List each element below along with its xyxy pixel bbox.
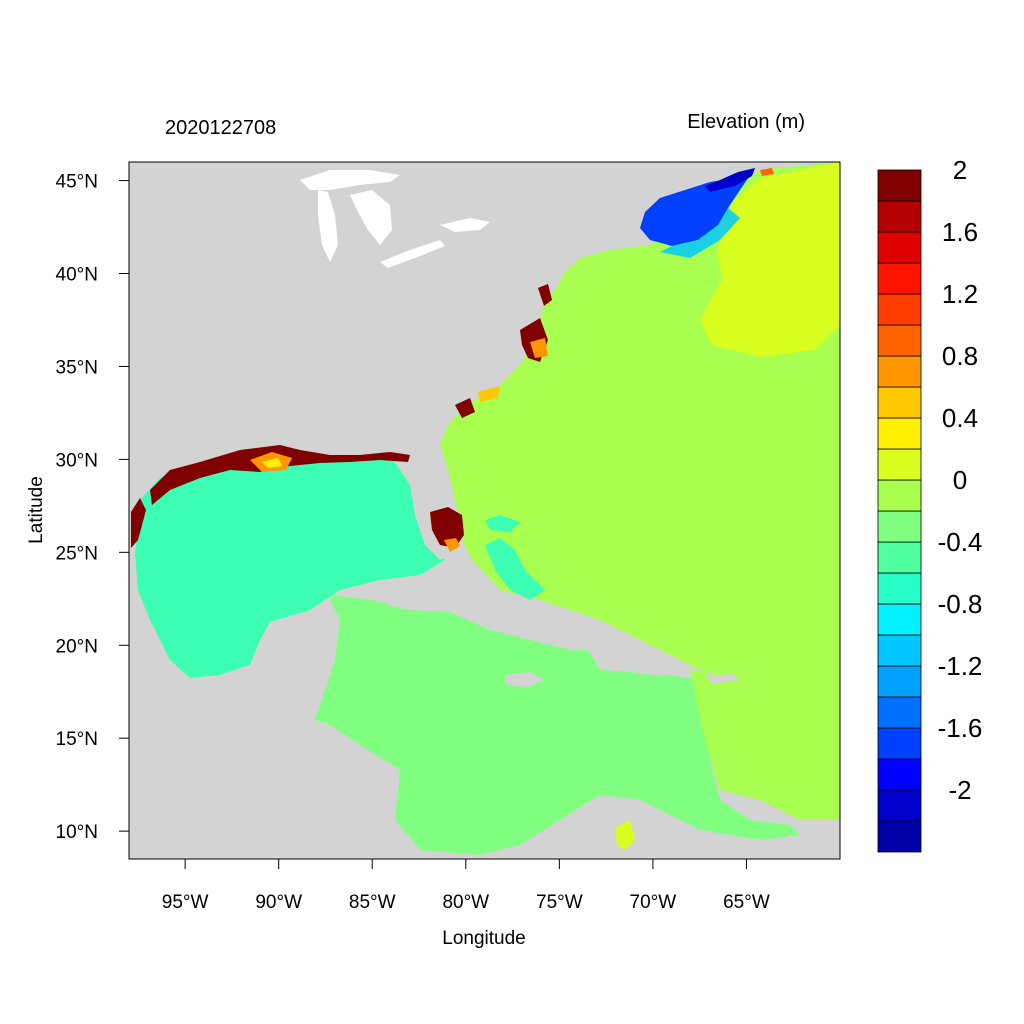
gulf-coast-surge	[150, 445, 410, 505]
south-america-land	[480, 795, 840, 859]
colorbar-swatch	[877, 386, 922, 419]
lake-superior	[300, 170, 400, 190]
lon-tick-label: 80°W	[442, 892, 489, 913]
colorbar	[877, 169, 922, 853]
colorbar-swatch	[877, 696, 922, 729]
colorbar-swatch	[877, 541, 922, 574]
lat-tick-label: 10°N	[56, 822, 98, 843]
georgia-coast-surge	[455, 398, 475, 418]
eastern-caribbean	[690, 670, 840, 820]
colorbar-swatch	[877, 789, 922, 822]
colorbar-label: 1.2	[942, 279, 978, 309]
colorbar-label: -0.8	[938, 589, 983, 619]
colorbar-labels: -2 -1.6 -1.2 -0.8 -0.4 0 0.4 0.8 1.2 1.6 2	[938, 155, 983, 805]
hispaniola-land	[590, 645, 690, 676]
south-florida-surge	[430, 507, 464, 548]
lat-tick-label: 25°N	[56, 543, 98, 564]
georgia-coast-orange	[478, 386, 500, 402]
northeast-offshore	[700, 162, 840, 357]
lon-tick-label: 70°W	[630, 892, 677, 913]
jamaica-land	[505, 672, 545, 688]
colorbar-label: -1.2	[938, 651, 983, 681]
colorbar-swatch	[877, 665, 922, 698]
lake-michigan	[318, 190, 338, 262]
caribbean-sea	[315, 595, 800, 855]
colorbar-swatch	[877, 324, 922, 357]
map-frame	[128, 161, 841, 860]
colorbar-swatch	[877, 355, 922, 388]
colorbar-swatch	[877, 510, 922, 543]
louisiana-surge-yellow	[262, 458, 282, 468]
colorbar-swatch	[877, 572, 922, 605]
gulf-of-maine-edge	[660, 208, 740, 258]
colorbar-label: -1.6	[938, 713, 983, 743]
colorbar-swatch	[877, 603, 922, 636]
longitude-axis: 95°W 90°W 85°W 80°W 75°W 70°W 65°W	[162, 859, 770, 913]
lon-tick-label: 65°W	[723, 892, 770, 913]
latitude-axis: 10°N 15°N 20°N 25°N 30°N 35°N 40°N 45°N	[56, 172, 129, 843]
lat-tick-label: 40°N	[56, 265, 98, 286]
puerto-rico-land	[705, 674, 740, 684]
x-axis-label: Longitude	[442, 928, 525, 949]
gulf-of-mexico	[135, 455, 445, 678]
colorbar-label: 2	[953, 155, 967, 185]
colorbar-label: 0.8	[942, 341, 978, 371]
texas-coast-surge	[131, 498, 146, 548]
colorbar-swatch	[877, 169, 922, 202]
colorbar-swatch	[877, 262, 922, 295]
carolina-surge-orange	[530, 338, 548, 358]
lake-ontario	[440, 218, 490, 232]
maracaibo-basin	[615, 820, 635, 850]
lake-erie	[380, 240, 445, 268]
florida-surge-orange	[444, 538, 460, 552]
colorbar-swatch	[877, 231, 922, 264]
colorbar-label: 1.6	[942, 217, 978, 247]
date-title: 2020122708	[165, 117, 276, 139]
colorbar-swatch	[877, 758, 922, 791]
colorbar-swatch	[877, 448, 922, 481]
lat-tick-label: 20°N	[56, 636, 98, 657]
maritime-surge	[760, 168, 774, 176]
cuba-land	[385, 592, 600, 650]
lat-tick-label: 30°N	[56, 450, 98, 471]
colorbar-swatch	[877, 417, 922, 450]
colorbar-swatch	[877, 727, 922, 760]
lat-tick-label: 45°N	[56, 172, 98, 193]
lon-tick-label: 85°W	[349, 892, 396, 913]
colorbar-swatch	[877, 479, 922, 512]
yucatan-land	[190, 600, 340, 740]
colorbar-swatch	[877, 200, 922, 233]
lake-huron	[350, 190, 392, 245]
bahamas-banks	[485, 538, 545, 600]
y-axis-label: Latitude	[26, 476, 47, 544]
bahamas-banks-north	[485, 515, 520, 532]
lon-tick-label: 75°W	[536, 892, 583, 913]
gulf-of-maine-core	[705, 168, 755, 192]
map-panel	[129, 162, 840, 859]
chesapeake-surge	[538, 284, 552, 306]
variable-title: Elevation (m)	[687, 111, 805, 133]
lat-tick-label: 15°N	[56, 729, 98, 750]
lon-tick-label: 95°W	[162, 892, 209, 913]
colorbar-label: -0.4	[938, 527, 983, 557]
colorbar-swatch	[877, 293, 922, 326]
lon-tick-label: 90°W	[255, 892, 302, 913]
colorbar-swatch	[877, 820, 922, 853]
colorbar-label: 0	[953, 465, 967, 495]
colorbar-swatch	[877, 634, 922, 667]
colorbar-label: 0.4	[942, 403, 978, 433]
central-america-land	[129, 718, 420, 859]
lat-tick-label: 35°N	[56, 357, 98, 378]
colorbar-label: -2	[948, 775, 971, 805]
